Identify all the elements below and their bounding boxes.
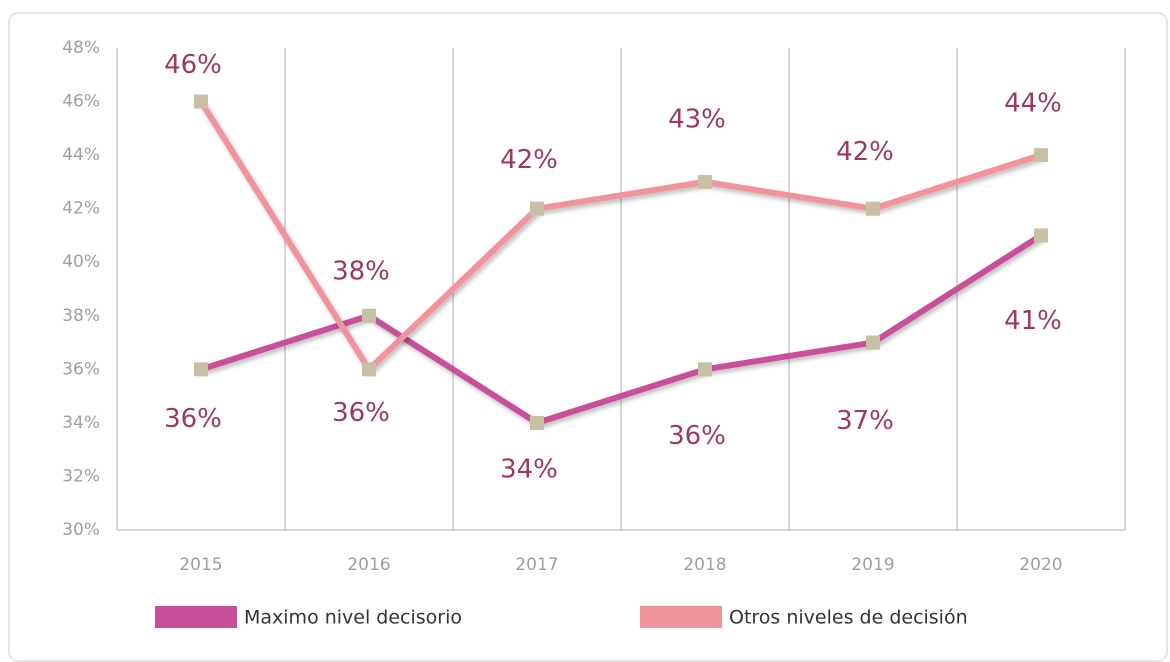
y-tick-label: 38% [62, 306, 100, 326]
x-tick-label: 2015 [179, 555, 222, 575]
x-tick-label: 2020 [1019, 555, 1062, 575]
data-label: 36% [164, 404, 222, 434]
data-label: 41% [1004, 306, 1062, 336]
legend-label: Maximo nivel decisorio [244, 607, 462, 629]
y-tick-label: 30% [62, 520, 100, 540]
data-label: 37% [836, 406, 894, 436]
marker [866, 201, 880, 216]
marker [866, 335, 880, 350]
data-label: 36% [332, 398, 390, 428]
y-tick-label: 34% [62, 413, 100, 433]
x-tick-label: 2019 [851, 555, 894, 575]
marker [698, 362, 712, 377]
series-line [198, 99, 1042, 373]
y-tick-label: 40% [62, 252, 100, 272]
data-label: 38% [332, 256, 390, 286]
x-tick-label: 2018 [683, 555, 726, 575]
data-label: 36% [668, 421, 726, 451]
marker [1034, 148, 1048, 163]
data-label: 43% [668, 104, 726, 134]
y-tick-label: 44% [62, 145, 100, 165]
y-tick-label: 48% [62, 38, 100, 58]
legend-label: Otros niveles de decisión [729, 607, 968, 629]
y-tick-label: 36% [62, 359, 100, 379]
legend-swatch [640, 606, 722, 628]
marker [194, 362, 208, 377]
marker [362, 308, 376, 323]
x-tick-label: 2016 [347, 555, 390, 575]
y-tick-label: 42% [62, 199, 100, 219]
data-label: 42% [836, 137, 894, 167]
data-label: 46% [164, 50, 222, 80]
marker [530, 201, 544, 216]
data-label: 34% [500, 454, 558, 484]
marker [362, 362, 376, 377]
legend-swatch [155, 606, 237, 628]
marker [698, 174, 712, 189]
data-label: 42% [500, 145, 558, 175]
x-tick-label: 2017 [515, 555, 558, 575]
y-tick-label: 32% [62, 466, 100, 486]
marker [194, 94, 208, 109]
data-label: 44% [1004, 89, 1062, 119]
y-tick-label: 46% [62, 92, 100, 112]
marker [530, 415, 544, 430]
marker [1034, 228, 1048, 243]
